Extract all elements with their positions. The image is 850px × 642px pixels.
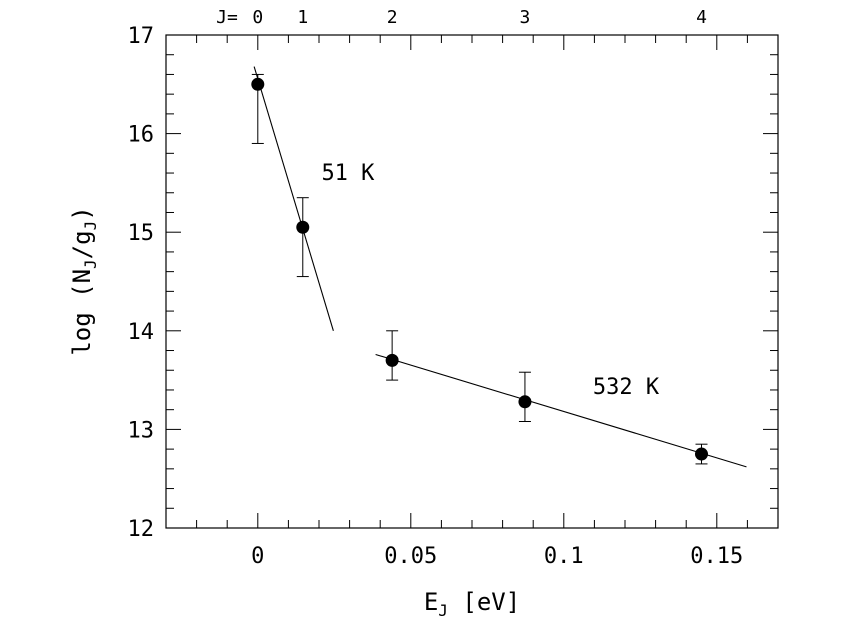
y-title-sub1: J xyxy=(81,259,100,269)
data-point xyxy=(695,447,708,461)
x-title-sub: J xyxy=(438,601,448,620)
x-title-rest: [eV] xyxy=(448,588,520,616)
data-point xyxy=(385,353,399,367)
y-tick-labels: 12 13 14 15 16 17 xyxy=(128,24,155,542)
top-axis-label: 2 xyxy=(387,7,398,28)
y-tick-label: 12 xyxy=(128,517,155,542)
axis-ticks xyxy=(165,34,779,529)
y-tick-label: 15 xyxy=(128,221,155,246)
x-tick-label: 0.05 xyxy=(384,544,437,569)
x-title-main: E xyxy=(424,588,438,616)
top-axis-labels: J= 0 1 2 3 4 xyxy=(216,7,707,28)
fit-line xyxy=(253,66,334,331)
data-points xyxy=(251,77,708,461)
top-axis-label: 3 xyxy=(520,7,531,28)
annotations: 51 K 532 K xyxy=(321,161,659,400)
x-axis-title: EJ [eV] xyxy=(424,588,520,620)
y-tick-label: 14 xyxy=(128,320,155,345)
y-title-mid: /g xyxy=(68,230,96,259)
top-axis-label: 4 xyxy=(696,7,707,28)
fit-label: 532 K xyxy=(593,375,660,400)
x-tick-label: 0 xyxy=(251,544,264,569)
y-axis-title: log (NJ/gJ) xyxy=(68,206,100,355)
y-title-main: log (N xyxy=(68,269,96,356)
fit-line xyxy=(375,353,747,468)
top-axis-prefix: J= xyxy=(216,7,238,28)
y-title-sub2: J xyxy=(81,221,100,231)
fit-lines xyxy=(253,66,747,468)
y-tick-label: 16 xyxy=(128,123,155,148)
error-bars xyxy=(251,73,708,465)
x-tick-label: 0.1 xyxy=(544,544,584,569)
top-axis-label: 1 xyxy=(297,7,308,28)
y-tick-label: 17 xyxy=(128,24,155,49)
y-title-end: ) xyxy=(68,206,96,220)
x-tick-labels: 0 0.05 0.1 0.15 xyxy=(251,544,743,569)
data-point xyxy=(518,395,532,409)
data-point xyxy=(251,77,265,91)
fit-label: 51 K xyxy=(321,161,375,186)
x-tick-label: 0.15 xyxy=(690,544,743,569)
data-point xyxy=(296,220,310,234)
top-axis-label: 0 xyxy=(252,7,263,28)
y-tick-label: 13 xyxy=(128,418,155,443)
